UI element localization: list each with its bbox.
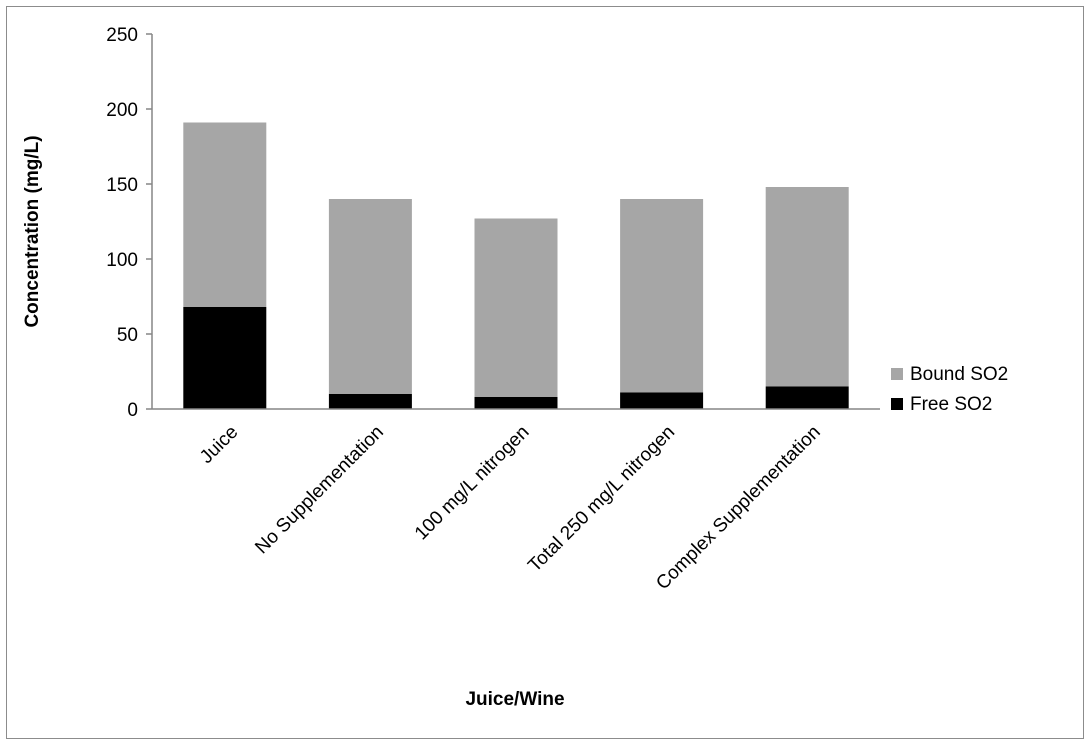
y-tick-label: 150: [106, 175, 138, 196]
bar-bound-so2: [620, 199, 704, 393]
y-tick-label: 0: [127, 400, 138, 421]
bar-bound-so2: [328, 199, 412, 394]
legend-swatch: [891, 398, 903, 410]
x-category-label: Complex Supplementation: [652, 422, 824, 594]
bar-free-so2: [620, 392, 704, 409]
bar-free-so2: [328, 394, 412, 409]
bar-free-so2: [183, 307, 267, 409]
legend-swatch: [891, 368, 903, 380]
y-tick-label: 250: [106, 25, 138, 46]
y-tick-label: 100: [106, 250, 138, 271]
y-axis-ticks: 0 50 100 150 200 250: [106, 25, 152, 421]
legend-label: Bound SO2: [910, 364, 1008, 385]
x-category-label: Juice: [196, 422, 242, 468]
y-tick-label: 50: [117, 325, 138, 346]
x-axis-labels: Juice No Supplementation 100 mg/L nitrogen…: [196, 422, 825, 594]
x-category-label: No Supplementation: [251, 422, 388, 559]
bar-bound-so2: [474, 218, 558, 397]
y-tick-label: 200: [106, 100, 138, 121]
bar-free-so2: [765, 386, 849, 409]
bar-free-so2: [474, 397, 558, 409]
x-category-label: 100 mg/L nitrogen: [411, 422, 534, 545]
x-category-label: Total 250 mg/L nitrogen: [524, 422, 679, 577]
bars: [183, 122, 849, 409]
y-axis-title: Concentration (mg/L): [22, 135, 43, 327]
x-axis-title: Juice/Wine: [465, 689, 564, 710]
legend-label: Free SO2: [910, 394, 992, 415]
legend: Bound SO2 Free SO2: [891, 364, 1008, 415]
bar-bound-so2: [765, 187, 849, 387]
bar-bound-so2: [183, 122, 267, 307]
